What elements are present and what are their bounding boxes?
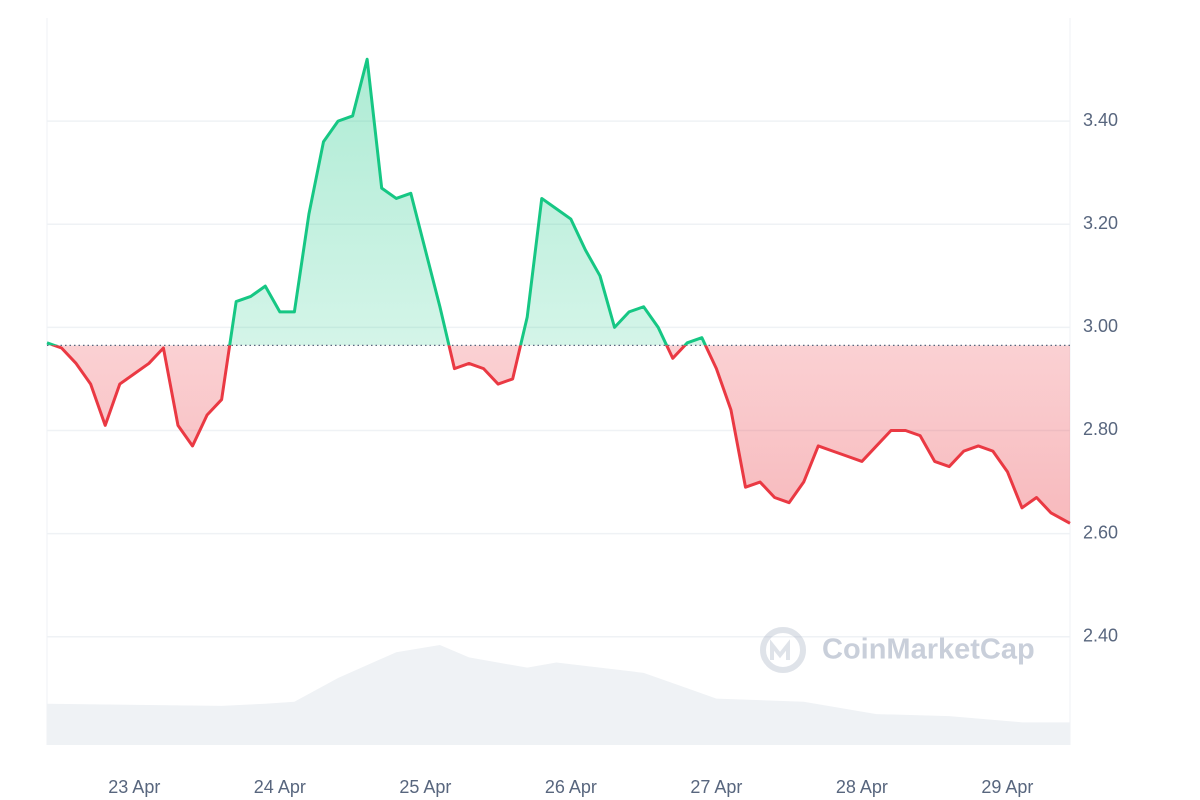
y-tick-label: 2.40 xyxy=(1083,625,1118,645)
volume-area xyxy=(47,645,1070,745)
watermark-logo xyxy=(760,627,806,673)
y-tick-label: 3.40 xyxy=(1083,110,1118,130)
x-tick-label: 26 Apr xyxy=(545,777,597,797)
area-down xyxy=(47,345,1070,524)
x-tick-label: 24 Apr xyxy=(254,777,306,797)
x-tick-label: 25 Apr xyxy=(399,777,451,797)
price-line-down xyxy=(49,345,1071,525)
y-tick-label: 2.80 xyxy=(1083,419,1118,439)
x-tick-label: 28 Apr xyxy=(836,777,888,797)
y-tick-label: 3.00 xyxy=(1083,316,1118,336)
plot: 2.40 2.60 2.80 3.00 3.20 3.40 23 Apr 24 Apr 25 A… xyxy=(46,18,1118,797)
watermark: CoinMarketCap xyxy=(822,634,1035,666)
y-tick-label: 2.60 xyxy=(1083,522,1118,542)
x-tick-label: 27 Apr xyxy=(690,777,742,797)
x-tick-label: 23 Apr xyxy=(108,777,160,797)
price-line-up xyxy=(46,57,708,346)
y-tick-label: 3.20 xyxy=(1083,213,1118,233)
area-up xyxy=(47,59,706,346)
x-tick-label: 29 Apr xyxy=(981,777,1033,797)
